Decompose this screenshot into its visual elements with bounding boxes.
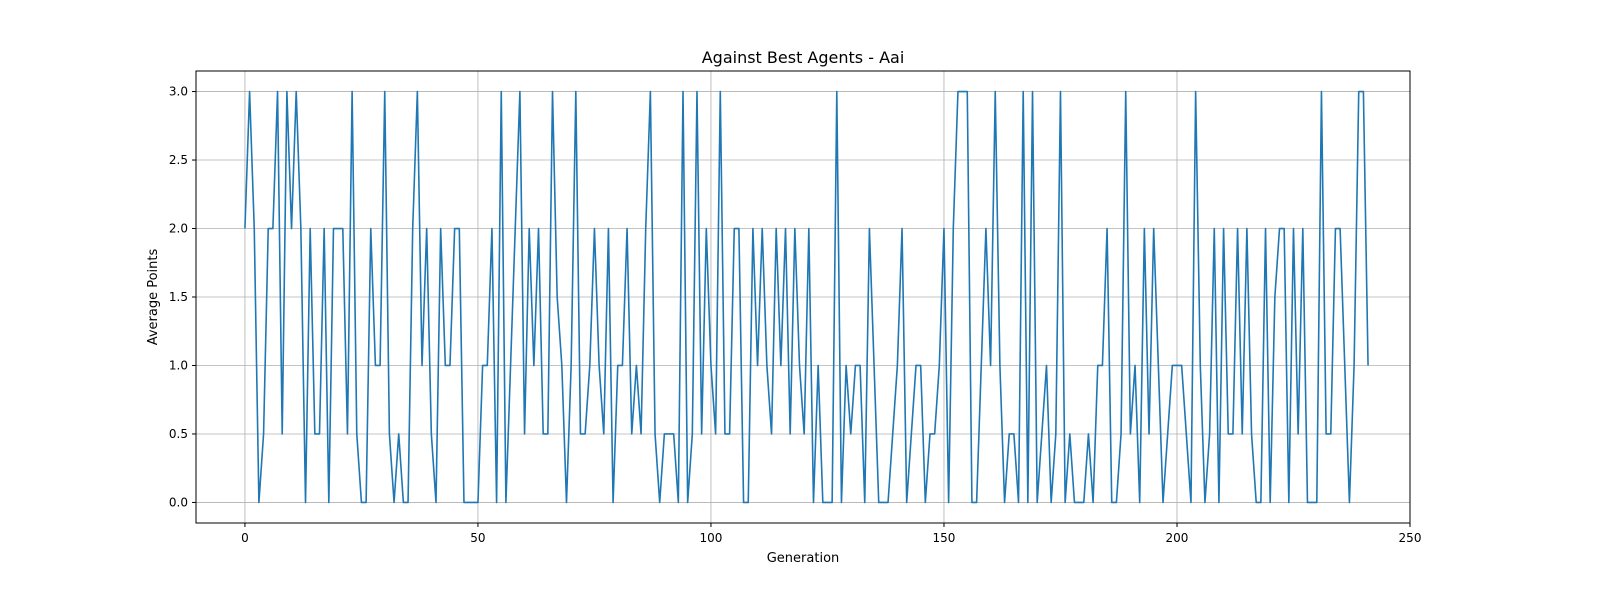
- series-line: [244, 90, 1369, 504]
- y-tick-label: 1.0: [169, 358, 188, 372]
- series-layer: [244, 90, 1369, 504]
- x-tick-label: 250: [1399, 531, 1422, 545]
- y-axis-label: Average Points: [146, 248, 161, 345]
- x-tick-label: 50: [470, 531, 485, 545]
- chart-title: Against Best Agents - Aai: [702, 48, 905, 67]
- x-tick-label: 100: [700, 531, 723, 545]
- x-tick-label: 150: [933, 531, 956, 545]
- y-tick-label: 2.0: [169, 222, 188, 236]
- y-tick-label: 2.5: [169, 153, 188, 167]
- ticks: 0 50 100 150 200 250 0.0 0.5 1.0 1.5 2.0 2.5 3.0: [169, 85, 1422, 545]
- x-tick-label: 0: [241, 531, 249, 545]
- x-tick-label: 200: [1166, 531, 1189, 545]
- x-axis-label: Generation: [767, 551, 840, 566]
- y-tick-label: 3.0: [169, 85, 188, 99]
- y-tick-label: 1.5: [169, 290, 188, 304]
- y-tick-label: 0.0: [169, 495, 188, 509]
- y-tick-label: 0.5: [169, 427, 188, 441]
